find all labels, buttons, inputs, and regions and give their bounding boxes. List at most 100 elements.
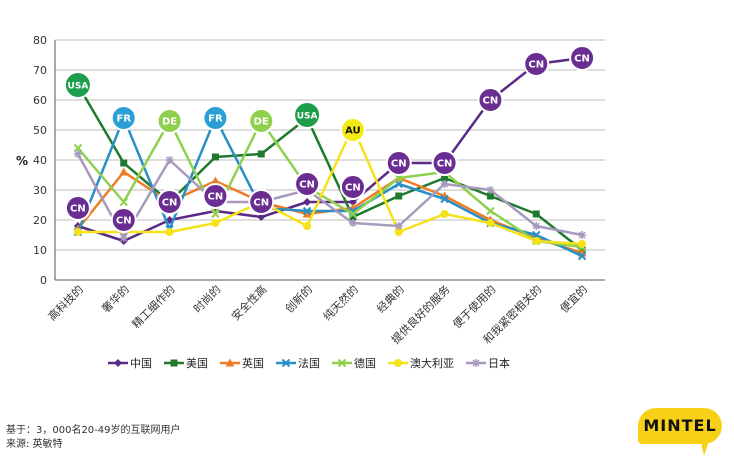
legend-label: 日本: [488, 356, 510, 370]
data-point: [165, 228, 174, 236]
bubble-circle: [477, 87, 504, 113]
data-point: [119, 167, 129, 176]
bubble-circle: [339, 117, 366, 143]
legend-marker: [394, 359, 402, 367]
bubble-label: CN: [253, 198, 269, 209]
data-point: [486, 186, 495, 194]
country-bubble: USA: [63, 71, 92, 99]
legend-marker: [170, 359, 178, 367]
data-point: [348, 209, 358, 219]
legend-item: 日本: [466, 356, 510, 370]
bubble-circle: [431, 150, 458, 176]
y-tick-label: 60: [33, 94, 47, 107]
data-point: [303, 198, 312, 206]
legend-label: 美国: [186, 357, 208, 370]
country-bubble: CN: [523, 51, 550, 77]
bubble-label: AU: [345, 126, 361, 137]
data-point: [210, 176, 220, 185]
data-point: [486, 219, 495, 227]
logo-text: MINTEL: [643, 416, 717, 435]
data-point: [165, 156, 174, 164]
bubble-label: CN: [70, 204, 86, 215]
series-line: [76, 170, 583, 255]
bubble-circle: [63, 71, 92, 99]
bubble-label: USA: [68, 82, 89, 92]
bubble-label: DE: [254, 117, 269, 128]
x-tick-label: 便宜的: [557, 282, 590, 315]
data-point: [532, 210, 540, 218]
data-point: [73, 143, 83, 153]
source-note: 来源: 英敏特: [6, 439, 63, 450]
y-tick-label: 10: [33, 244, 47, 257]
x-tick-label: 经典的: [374, 282, 407, 315]
legend-item: 澳大利亚: [388, 356, 454, 370]
data-point: [119, 234, 128, 242]
x-tick-label: 便于使用的: [450, 282, 499, 331]
country-bubble: CN: [202, 183, 229, 209]
data-point: [257, 213, 266, 221]
data-point: [119, 197, 128, 207]
series-line: [76, 119, 583, 249]
mintel-logo: MINTEL: [638, 408, 722, 444]
bubble-circle: [64, 195, 91, 221]
country-bubbles: USA CN FR CN DE CN FR CN DE CN USA CN AU CN CN CN CN CN CN: [63, 45, 596, 233]
legend-label: 德国: [354, 356, 376, 370]
y-tick-label: 0: [40, 274, 47, 287]
data-point: [532, 237, 541, 245]
x-tick-label: 创新的: [282, 282, 315, 315]
series-3: [73, 113, 587, 261]
data-point: [211, 209, 220, 219]
y-tick-label: 20: [33, 214, 47, 227]
bubble-label: CN: [437, 159, 453, 170]
country-bubble: CN: [110, 207, 137, 233]
legend-label: 法国: [298, 356, 320, 370]
data-point: [578, 231, 587, 239]
legend-label: 澳大利亚: [410, 356, 454, 370]
bubble-circle: [248, 189, 275, 215]
data-point: [394, 228, 403, 236]
country-bubble: CN: [569, 45, 596, 71]
grid-lines: [55, 39, 605, 251]
bubble-label: CN: [162, 198, 178, 209]
series-line: [77, 125, 583, 246]
x-tick-label: 奢华的: [99, 282, 132, 315]
data-point: [257, 150, 265, 158]
data-point: [348, 219, 357, 227]
legend-marker: [114, 359, 122, 367]
x-tick-label: 纯天然的: [320, 282, 361, 323]
series-5: [73, 123, 587, 248]
bubble-circle: [202, 183, 229, 209]
country-bubble: CN: [248, 189, 275, 215]
legend-marker: [472, 359, 480, 367]
logo-tail: [700, 438, 710, 456]
bubble-circle: [293, 101, 322, 129]
y-axis-ticks: 0 10 20 30 40 50 60 70 80: [33, 34, 47, 287]
y-tick-label: 30: [33, 184, 47, 197]
data-point: [73, 228, 82, 236]
bubble-circle: [339, 174, 366, 200]
bubble-circle: [248, 108, 275, 134]
y-tick-label: 40: [33, 154, 47, 167]
series-line: [76, 153, 583, 240]
country-bubble: CN: [156, 189, 183, 215]
bubble-label: FR: [208, 114, 223, 125]
bubble-circle: [202, 105, 229, 131]
country-bubble: DE: [156, 108, 183, 134]
bubble-label: CN: [528, 60, 544, 71]
country-bubble: CN: [294, 171, 321, 197]
bubble-label: CN: [391, 159, 407, 170]
series-lines: [73, 54, 587, 261]
base-note: 基于：3，000名20-49岁的互联网用户: [6, 425, 181, 436]
data-point: [211, 219, 220, 227]
bubble-label: CN: [208, 192, 224, 203]
data-point: [440, 180, 449, 188]
x-tick-label: 精工细作的: [129, 282, 178, 331]
axes: [54, 40, 605, 281]
legend-item: 美国: [164, 357, 208, 370]
y-tick-label: 50: [33, 124, 47, 137]
legend-item: 英国: [220, 356, 264, 370]
bubble-circle: [156, 189, 183, 215]
bubble-circle: [110, 105, 137, 131]
data-point: [349, 213, 357, 221]
